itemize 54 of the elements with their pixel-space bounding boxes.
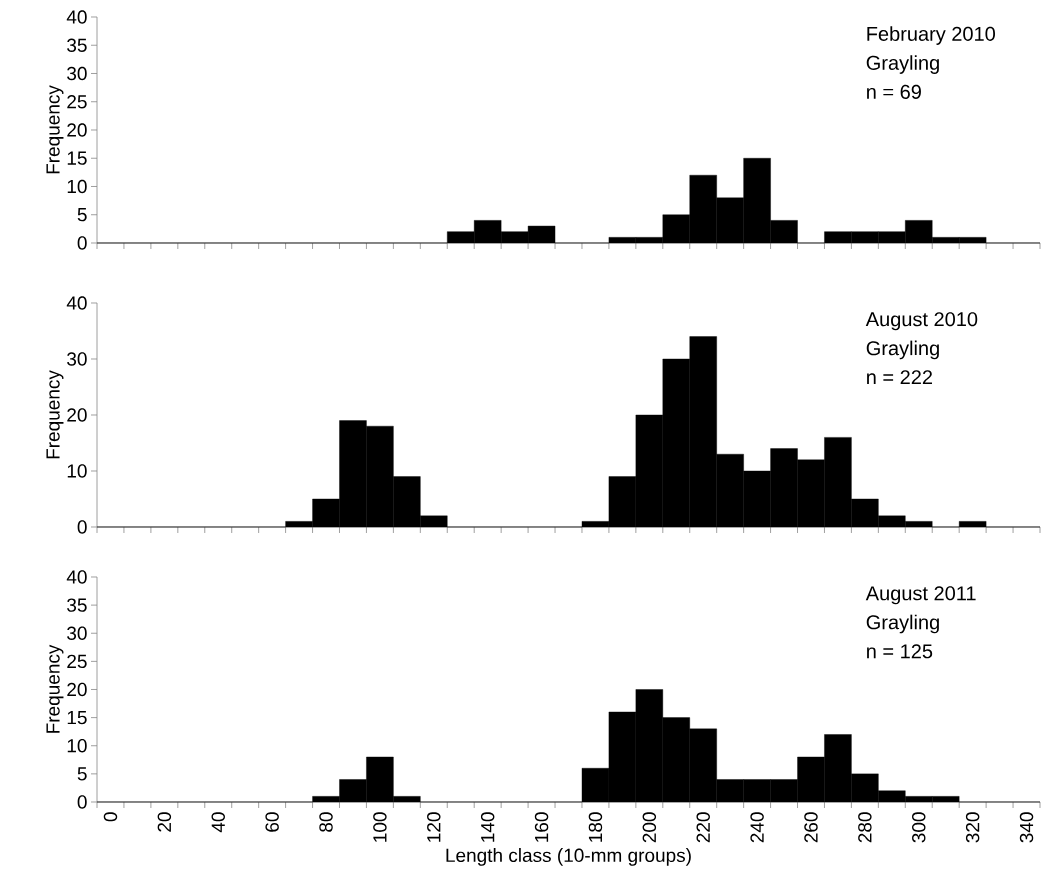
annotation: n = 125 — [867, 644, 933, 659]
x-tick-label: 340 — [1019, 812, 1034, 843]
y-tick-label: 10 — [67, 179, 87, 194]
x-tick-label: 60 — [265, 812, 279, 832]
x-tick-label: 280 — [858, 812, 872, 843]
y-tick-label: 40 — [66, 296, 87, 310]
y-tick-label: 30 — [67, 626, 87, 640]
y-tick-label: 0 — [77, 520, 87, 534]
y-tick-label: 20 — [67, 123, 87, 137]
annotation: Grayling — [866, 340, 939, 360]
y-tick-label: 0 — [77, 236, 87, 250]
x-tick-label: 300 — [912, 812, 926, 843]
annotation: August 2010 — [865, 312, 978, 331]
annotation: February 2010 — [867, 26, 995, 45]
y-tick-label: 5 — [77, 208, 87, 222]
y-tick-label: 35 — [67, 38, 87, 52]
y-tick-label: 5 — [77, 767, 87, 781]
x-tick-label: 80 — [319, 812, 333, 832]
annotation: Grayling — [866, 55, 939, 74]
y-tick-label: 25 — [67, 654, 87, 669]
y-tick-label: 40 — [66, 570, 87, 584]
y-tick-label: 20 — [67, 682, 87, 697]
x-tick-label: 20 — [157, 812, 172, 832]
y-tick-label: 25 — [67, 95, 87, 109]
x-tick-label: 220 — [696, 812, 710, 843]
x-tick-label: 40 — [211, 812, 225, 833]
y-tick-label: 15 — [67, 710, 87, 725]
annotation: n = 222 — [867, 370, 932, 385]
y-axis-title: Frequency — [46, 85, 64, 174]
annotation: Grayling — [866, 614, 939, 634]
y-tick-label: 20 — [67, 408, 87, 422]
y-tick-label: 10 — [67, 739, 87, 753]
y-tick-label: 35 — [67, 598, 87, 612]
y-axis-title: Frequency — [46, 644, 64, 733]
x-axis-title: Length class (10-mm groups) — [446, 848, 691, 866]
x-tick-label: 180 — [588, 812, 603, 842]
x-tick-label: 100 — [373, 812, 387, 842]
y-tick-label: 10 — [67, 464, 87, 478]
x-tick-label: 320 — [965, 812, 980, 843]
x-tick-label: 240 — [750, 812, 764, 843]
y-tick-label: 15 — [67, 151, 87, 165]
x-tick-label: 160 — [534, 812, 549, 842]
annotation: August 2011 — [865, 586, 976, 605]
y-tick-label: 0 — [77, 795, 87, 809]
y-axis-title: Frequency — [46, 370, 64, 459]
x-tick-label: 200 — [642, 812, 657, 843]
y-tick-label: 30 — [67, 352, 87, 366]
y-tick-label: 40 — [66, 10, 87, 24]
x-tick-label: 140 — [480, 812, 495, 842]
annotation: n = 69 — [867, 84, 921, 99]
x-tick-label: 0 — [103, 812, 118, 822]
x-tick-label: 260 — [804, 812, 818, 843]
y-tick-label: 30 — [67, 66, 87, 81]
x-tick-label: 120 — [427, 812, 441, 842]
